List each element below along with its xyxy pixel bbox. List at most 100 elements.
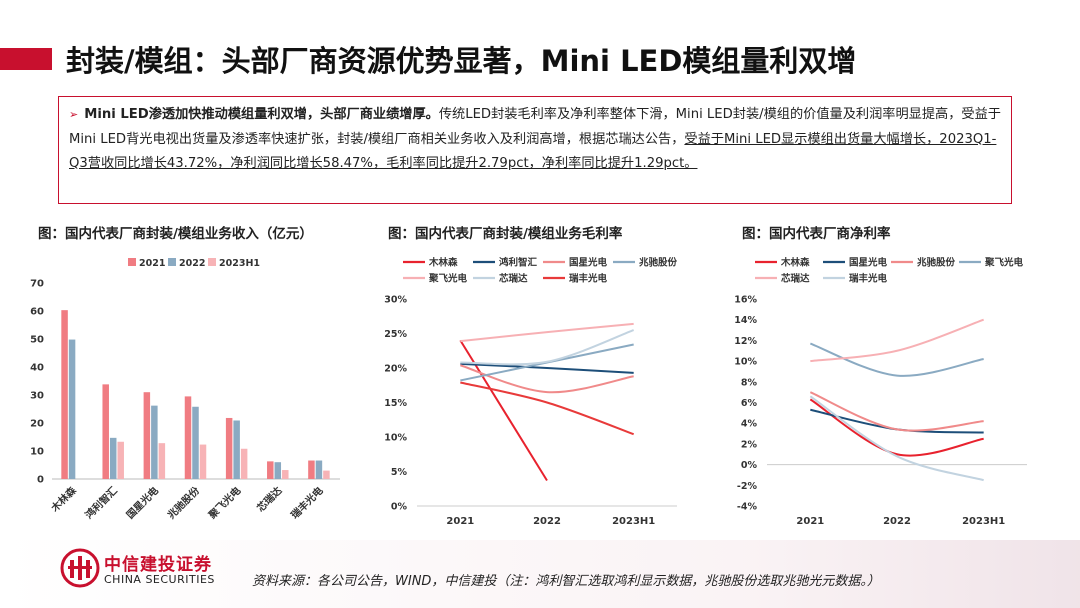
- y-tick-label: 4%: [741, 419, 758, 430]
- y-tick-label: 70: [30, 279, 44, 290]
- series-line-鸿利智汇: [460, 362, 634, 374]
- legend-label-木林森: 木林森: [428, 257, 458, 269]
- y-tick-label: 20%: [384, 364, 407, 375]
- legend-swatch-2021: [128, 258, 136, 266]
- y-tick-label: 2%: [741, 439, 758, 450]
- logo-text-en: CHINA SECURITIES: [104, 573, 215, 586]
- legend-label-鸿利智汇: 鸿利智汇: [498, 257, 538, 269]
- y-tick-label: 60: [30, 307, 44, 318]
- y-tick-label: 50: [30, 335, 44, 346]
- summary-box: ➢ Mini LED渗透加快推动模组量利双增，头部厂商业绩增厚。传统LED封装毛利…: [58, 96, 1012, 204]
- y-tick-label: 25%: [384, 329, 407, 340]
- bar-2022-兆驰股份: [192, 406, 199, 479]
- bullet-arrow-icon: ➢: [69, 108, 79, 121]
- x-tick-label: 鸿利智汇: [82, 484, 119, 521]
- bar-2022-聚飞光电: [233, 420, 240, 479]
- legend-label-2021: 2021: [139, 258, 165, 269]
- bar-2021-瑞丰光电: [308, 460, 315, 479]
- bar-2022-木林森: [68, 339, 76, 479]
- y-tick-label: 12%: [734, 336, 757, 347]
- x-tick-label: 2023H1: [962, 516, 1005, 527]
- bar-2022-瑞丰光电: [315, 460, 323, 479]
- legend-label-聚飞光电: 聚飞光电: [428, 273, 468, 285]
- series-line-瑞丰光电: [460, 381, 635, 436]
- y-tick-label: 6%: [741, 398, 758, 409]
- y-tick-label: 10: [30, 447, 44, 458]
- y-tick-label: 0: [37, 475, 44, 486]
- y-tick-label: 14%: [734, 315, 757, 326]
- bar-2023H1-瑞丰光电: [323, 470, 330, 479]
- legend-label-瑞丰光电: 瑞丰光电: [849, 273, 888, 285]
- x-tick-label: 芯瑞达: [254, 484, 284, 514]
- legend-label-聚飞光电: 聚飞光电: [984, 257, 1024, 269]
- page-title: 封装/模组：头部厂商资源优势显著，Mini LED模组量利双增: [66, 44, 857, 78]
- legend-label-兆驰股份: 兆驰股份: [639, 257, 678, 269]
- bar-2021-鸿利智汇: [102, 384, 109, 479]
- legend-label-国星光电: 国星光电: [849, 257, 888, 269]
- footer-background: [0, 540, 1080, 608]
- source-note: 资料来源：各公司公告，WIND，中信建投（注：鸿利智汇选取鸿利显示数据，兆驰股份…: [252, 574, 880, 589]
- bar-2022-国星光电: [151, 405, 158, 479]
- x-tick-label: 聚飞光电: [205, 484, 243, 522]
- legend-label-兆驰股份: 兆驰股份: [917, 257, 956, 269]
- bar-2022-芯瑞达: [274, 462, 282, 479]
- series-line-国星光电: [460, 364, 634, 394]
- y-tick-label: -2%: [737, 481, 758, 492]
- bar-2021-芯瑞达: [267, 461, 274, 479]
- bar-2023H1-鸿利智汇: [117, 441, 124, 479]
- legend-label-木林森: 木林森: [780, 257, 810, 269]
- series-line-兆驰股份: [809, 391, 984, 432]
- title-accent-bar: [0, 48, 52, 70]
- series-line-木林森: [809, 398, 984, 457]
- legend-swatch-2022: [168, 258, 176, 266]
- bar-2021-聚飞光电: [225, 417, 233, 479]
- series-line-聚飞光电: [809, 342, 984, 377]
- chart2-title: 图：国内代表厂商封装/模组业务毛利率: [388, 226, 623, 242]
- summary-bold: Mini LED渗透加快推动模组量利双增，头部厂商业绩增厚。: [84, 107, 439, 122]
- y-tick-label: 20: [30, 419, 44, 430]
- chart3-title: 图：国内代表厂商净利率: [742, 226, 891, 242]
- chart1-title: 图：国内代表厂商封装/模组业务收入（亿元）: [38, 226, 313, 242]
- legend-swatch-2023H1: [208, 258, 216, 266]
- y-tick-label: 5%: [391, 467, 408, 478]
- bar-2023H1-国星光电: [158, 443, 166, 479]
- legend-label-瑞丰光电: 瑞丰光电: [569, 273, 608, 285]
- bar-2022-鸿利智汇: [109, 437, 117, 479]
- y-tick-label: 40: [30, 363, 44, 374]
- summary-underlined: 受益于Mini LED显示模组出货量大幅增长，2023Q1-Q3营收同比增长43…: [69, 131, 997, 172]
- y-tick-label: -4%: [737, 502, 758, 513]
- legend-label-芯瑞达: 芯瑞达: [499, 273, 528, 285]
- bar-2021-木林森: [61, 310, 68, 479]
- x-tick-label: 兆驰股份: [165, 483, 203, 521]
- x-tick-label: 2023H1: [612, 516, 655, 527]
- y-tick-label: 10%: [734, 357, 757, 368]
- legend-label-国星光电: 国星光电: [569, 257, 608, 269]
- x-tick-label: 2022: [533, 516, 561, 527]
- logo-text-cn: 中信建投证券: [104, 555, 212, 575]
- bar-2023H1-聚飞光电: [240, 448, 248, 479]
- summary-text: 传统LED封装毛利率及净利率整体下滑，Mini LED封装/模组的价值量及利润率…: [69, 107, 1001, 147]
- china-securities-logo-icon: [60, 548, 100, 588]
- x-tick-label: 国星光电: [124, 484, 161, 521]
- series-line-聚飞光电: [460, 322, 634, 343]
- x-tick-label: 2022: [883, 516, 911, 527]
- y-tick-label: 8%: [741, 377, 758, 388]
- x-tick-label: 2021: [446, 516, 474, 527]
- y-tick-label: 15%: [384, 398, 407, 409]
- y-tick-label: 30: [30, 391, 44, 402]
- y-tick-label: 0%: [391, 502, 408, 513]
- legend-label-2022: 2022: [179, 258, 205, 269]
- series-line-芯瑞达: [460, 329, 635, 366]
- bar-2023H1-兆驰股份: [199, 444, 207, 479]
- x-tick-label: 瑞丰光电: [288, 484, 325, 521]
- y-tick-label: 30%: [384, 295, 407, 306]
- y-tick-label: 10%: [384, 433, 407, 444]
- y-tick-label: 16%: [734, 295, 757, 306]
- bar-2021-国星光电: [143, 392, 151, 479]
- x-tick-label: 2021: [796, 516, 824, 527]
- series-line-瑞丰光电: [809, 395, 984, 482]
- y-tick-label: 0%: [741, 460, 758, 471]
- x-tick-label: 木林森: [48, 483, 80, 515]
